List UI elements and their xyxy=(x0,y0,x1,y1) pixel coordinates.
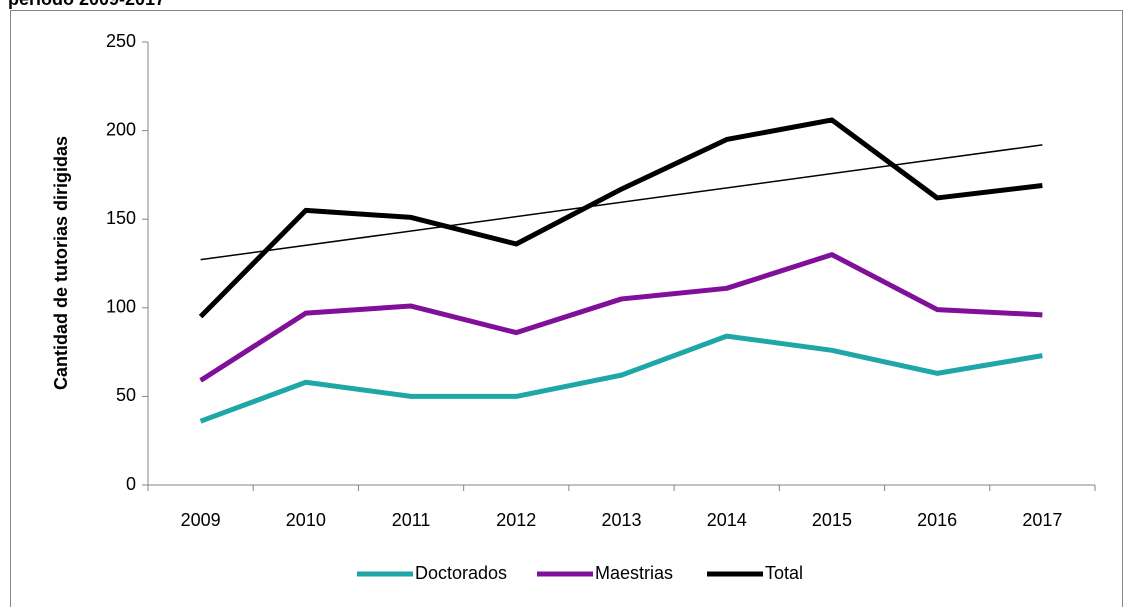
legend-label: Maestrias xyxy=(595,563,673,583)
x-tick-label: 2016 xyxy=(917,510,957,530)
chart-border xyxy=(10,10,1123,607)
y-tick-label: 100 xyxy=(106,297,136,317)
x-tick-label: 2012 xyxy=(496,510,536,530)
x-tick-label: 2017 xyxy=(1022,510,1062,530)
legend-label: Total xyxy=(765,563,803,583)
x-tick-label: 2011 xyxy=(392,510,431,530)
line-series xyxy=(199,333,1043,424)
y-axis-label: Cantidad de tutorias dirigidas xyxy=(51,136,71,390)
y-tick-label: 0 xyxy=(126,474,136,494)
x-tick-label: 2013 xyxy=(601,510,641,530)
x-tick-label: 2010 xyxy=(286,510,326,530)
trendline xyxy=(200,144,1043,261)
y-tick-label: 50 xyxy=(116,385,136,405)
y-tick-label: 250 xyxy=(106,31,136,51)
line-series xyxy=(199,252,1043,383)
x-tick-label: 2014 xyxy=(707,510,747,530)
y-tick-label: 150 xyxy=(106,208,136,228)
line-series xyxy=(198,117,1043,319)
chart-title: periodo 2009-2017 xyxy=(8,0,165,9)
x-tick-label: 2009 xyxy=(181,510,221,530)
y-tick-label: 200 xyxy=(106,119,136,139)
x-tick-label: 2015 xyxy=(812,510,852,530)
legend-label: Doctorados xyxy=(415,563,507,583)
